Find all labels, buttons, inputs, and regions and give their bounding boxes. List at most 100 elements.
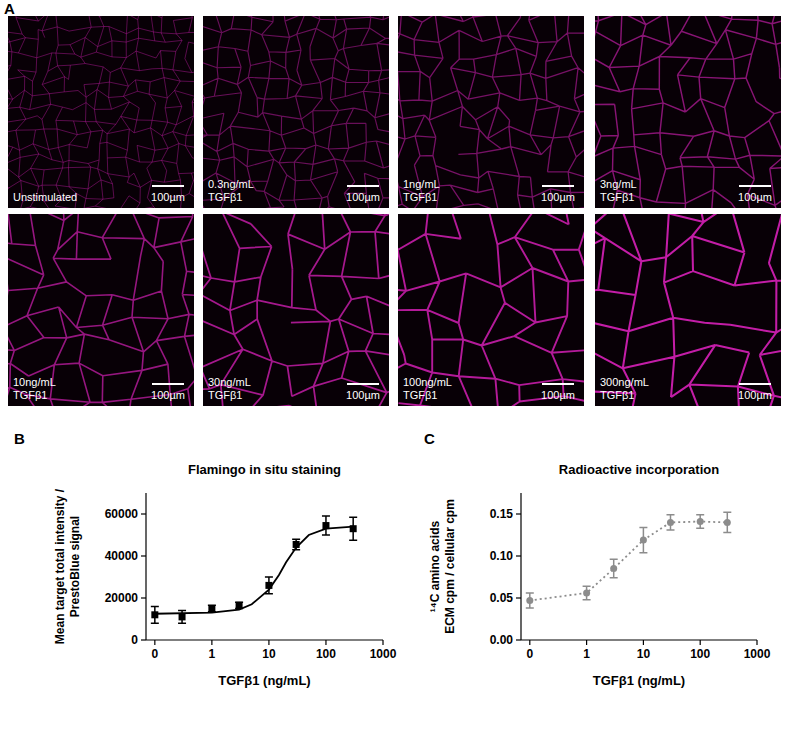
y-tick (141, 639, 146, 640)
y-tick (516, 555, 521, 556)
data-point (179, 613, 186, 620)
x-tick (325, 640, 326, 645)
plot-area (151, 516, 357, 623)
image-caption: 100ng/mL (403, 376, 452, 388)
scale-bar-label: 100µm (346, 191, 380, 203)
image-caption: 0.3ng/mL (208, 178, 254, 190)
y-tick (141, 513, 146, 514)
image-caption: TGFβ1 (208, 389, 242, 401)
x-tick-label: 100 (316, 647, 336, 661)
x-tick-label: 1000 (370, 647, 397, 661)
micrograph (203, 16, 389, 208)
chart-title: Flamingo in situ staining (188, 462, 341, 477)
y-tick-label: 0.05 (490, 591, 514, 605)
y-tick (516, 513, 521, 514)
x-tick-label: 100 (690, 647, 710, 661)
x-tick-label: 1000 (744, 647, 771, 661)
texture (203, 16, 389, 208)
texture (398, 214, 584, 406)
scale-bar-label: 100µm (151, 389, 185, 401)
scale-bar (542, 185, 574, 187)
scale-bar-label: 100µm (541, 389, 575, 401)
data-point (610, 565, 617, 572)
x-tick (700, 640, 701, 645)
data-point (583, 589, 590, 596)
y-tick-label: 60000 (105, 507, 139, 521)
image-caption: TGFβ1 (600, 191, 634, 203)
x-axis-label: TGFβ1 (ng/mL) (593, 673, 685, 688)
error-bar (610, 559, 618, 577)
micrograph (595, 16, 781, 208)
y-tick (516, 597, 521, 598)
scale-bar-label: 100µm (738, 191, 772, 203)
texture (398, 16, 584, 208)
figure: ABCUnstimulated100µm0.3ng/mLTGFβ1100µm1n… (0, 0, 787, 738)
image-caption: Unstimulated (13, 191, 77, 203)
data-point (208, 605, 215, 612)
image-caption: TGFβ1 (13, 389, 47, 401)
y-axis-label: Mean target total intensity / (53, 488, 67, 644)
micrograph (398, 214, 584, 406)
y-tick-label: 40000 (105, 549, 139, 563)
y-tick-label: 0.15 (490, 507, 514, 521)
y-axis (145, 493, 146, 640)
image-caption: TGFβ1 (208, 191, 242, 203)
scale-bar (347, 383, 379, 385)
error-bar (349, 517, 357, 540)
x-tick-label: 1 (209, 647, 216, 661)
scale-bar (152, 185, 184, 187)
scale-bar-label: 100µm (738, 389, 772, 401)
image-caption: 1ng/mL (403, 178, 440, 190)
error-bar (322, 516, 330, 535)
micrograph (595, 214, 781, 406)
y-tick (141, 555, 146, 556)
error-bar (723, 512, 731, 532)
x-tick-label: 0 (151, 647, 158, 661)
series-line (530, 522, 728, 601)
micrograph (203, 214, 389, 406)
scale-bar (347, 185, 379, 187)
error-bar (526, 593, 534, 608)
image-caption: TGFβ1 (403, 191, 437, 203)
plot-area (526, 512, 732, 608)
image-caption: TGFβ1 (403, 389, 437, 401)
x-tick-label: 0 (526, 647, 533, 661)
scale-bar (152, 383, 184, 385)
y-axis-label: ¹⁴C amino acids (428, 521, 442, 613)
y-tick-label: 20000 (105, 591, 139, 605)
x-tick (756, 640, 757, 645)
x-axis-label: TGFβ1 (ng/mL) (218, 673, 310, 688)
texture (8, 214, 194, 406)
data-point (724, 519, 731, 526)
x-tick (529, 640, 530, 645)
image-caption: 3ng/mL (600, 178, 637, 190)
texture (203, 214, 389, 406)
scale-bar-label: 100µm (541, 191, 575, 203)
y-tick (141, 597, 146, 598)
data-point (640, 537, 647, 544)
micrograph (8, 214, 194, 406)
image-caption: 10ng/mL (13, 376, 56, 388)
texture (8, 16, 194, 208)
x-tick-label: 10 (637, 647, 651, 661)
texture (595, 16, 781, 208)
scale-bar-label: 100µm (346, 389, 380, 401)
texture (595, 214, 781, 406)
micrograph (398, 16, 584, 208)
chart-title: Radioactive incorporation (559, 462, 719, 477)
y-axis-label: PrestoBlue signal (68, 516, 82, 617)
x-tick (268, 640, 269, 645)
x-tick (154, 640, 155, 645)
data-point (667, 519, 674, 526)
panel-label: A (4, 0, 15, 17)
x-tick (643, 640, 644, 645)
scale-bar (739, 383, 771, 385)
x-tick (211, 640, 212, 645)
image-caption: 300ng/mL (600, 376, 649, 388)
x-axis (521, 639, 757, 640)
x-tick (586, 640, 587, 645)
series-line (155, 527, 353, 614)
error-bar (583, 586, 591, 599)
image-caption: 30ng/mL (208, 376, 251, 388)
error-bar (696, 515, 704, 528)
